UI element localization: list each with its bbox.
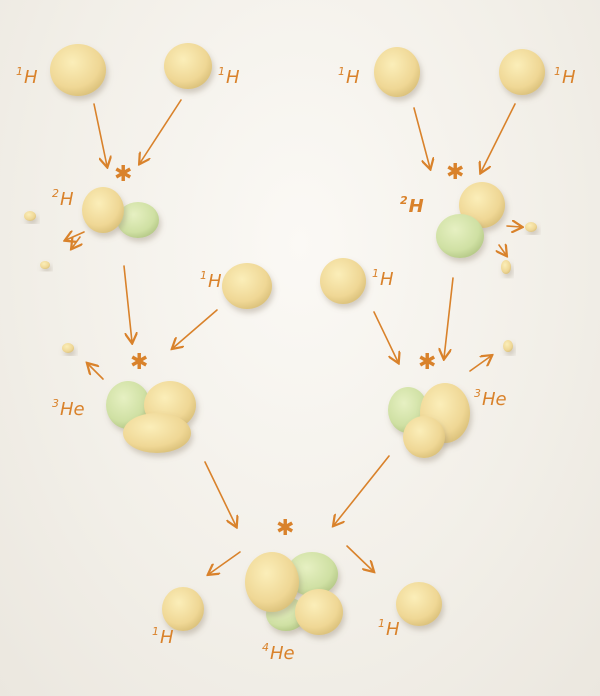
proton-ball <box>374 47 420 97</box>
small-particle <box>40 261 50 269</box>
isotope-label-h2: 2H <box>400 194 424 217</box>
proton-ball <box>222 263 272 309</box>
proton-ball <box>403 416 445 458</box>
isotope-label-h1: 1H <box>152 625 174 648</box>
proton-ball <box>499 49 545 95</box>
arrow <box>140 99 182 163</box>
asterisk-icon: ✱ <box>276 516 295 541</box>
arrow <box>334 455 390 525</box>
arrow <box>469 356 491 372</box>
isotope-label-he4: 4He <box>262 641 295 664</box>
arrow <box>72 236 80 248</box>
proton-ball <box>82 187 124 233</box>
asterisk-icon: ✱ <box>114 162 133 187</box>
isotope-label-h1: 1H <box>554 65 576 88</box>
isotope-label-h2: 2H <box>52 187 74 210</box>
proton-ball <box>295 589 343 635</box>
neutron-ball <box>436 214 484 258</box>
small-particle <box>525 222 537 232</box>
arrow <box>499 245 506 255</box>
isotope-label-h1: 1H <box>338 65 360 88</box>
small-particle <box>24 211 36 221</box>
isotope-label-h1: 1H <box>372 267 394 290</box>
arrow <box>413 107 430 168</box>
arrow <box>88 364 104 380</box>
arrow <box>444 277 454 358</box>
isotope-label-h1: 1H <box>200 269 222 292</box>
proton-ball <box>50 44 106 96</box>
arrow <box>209 551 241 574</box>
small-particle <box>503 340 513 352</box>
neutron-ball <box>286 552 338 596</box>
proton-ball <box>320 258 366 304</box>
asterisk-icon: ✱ <box>418 350 437 375</box>
arrow <box>173 309 218 348</box>
asterisk-icon: ✱ <box>130 350 149 375</box>
isotope-label-h1: 1H <box>16 65 38 88</box>
arrow <box>373 311 398 362</box>
isotope-label-he3: 3He <box>52 397 85 420</box>
isotope-label-he3: 3He <box>474 387 507 410</box>
proton-ball <box>162 587 204 631</box>
small-particle <box>501 260 511 274</box>
proton-ball <box>123 413 191 453</box>
isotope-label-h1: 1H <box>218 65 240 88</box>
proton-ball <box>245 552 299 612</box>
asterisk-icon: ✱ <box>446 160 465 185</box>
isotope-label-h1: 1H <box>378 617 400 640</box>
small-particle <box>62 343 74 353</box>
arrow <box>66 232 85 240</box>
arrow <box>93 103 107 166</box>
arrow <box>123 265 132 342</box>
arrow <box>506 226 521 227</box>
arrow <box>481 103 516 172</box>
neutron-ball <box>117 202 159 238</box>
proton-ball <box>396 582 442 626</box>
arrow <box>204 461 236 526</box>
arrow <box>346 545 373 571</box>
proton-ball <box>164 43 212 89</box>
